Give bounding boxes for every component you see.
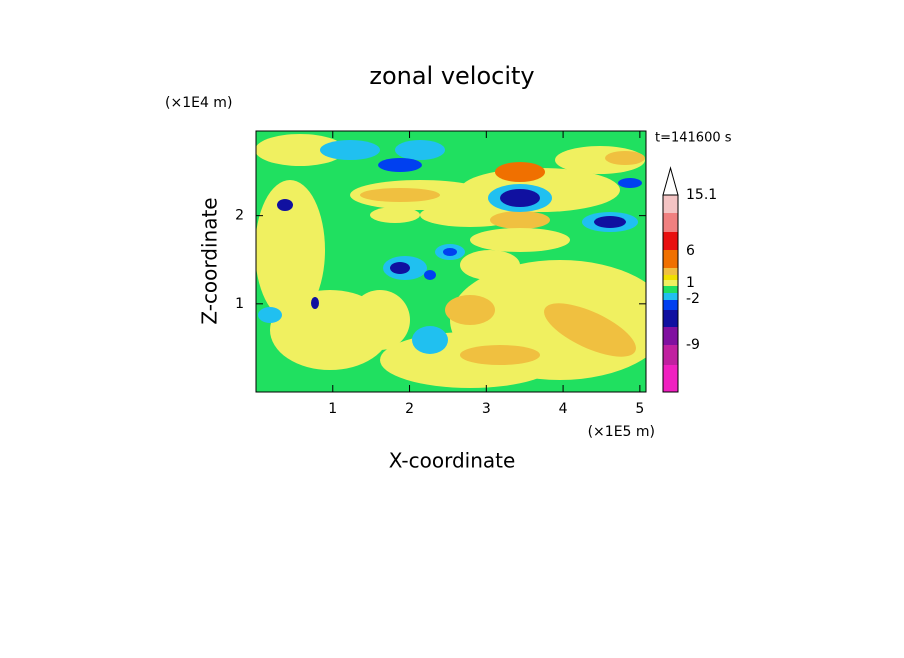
colorbar-frame [662,194,679,393]
colorbar-band [663,195,678,213]
colorbar-band [663,286,678,293]
x-tick-label: 2 [405,401,414,417]
x-tick-label: 3 [482,401,491,417]
colorbar-band [663,345,678,365]
colorbar-band [663,365,678,392]
colorbar-band [663,310,678,327]
y-unit: (×1E4 m) [165,95,232,111]
colorbar-band [663,300,678,310]
colorbar-tick-label: 6 [686,243,695,259]
x-axis-label: X-coordinate [389,449,516,473]
plot-frame [255,130,647,393]
colorbar-band [663,280,678,286]
colorbar-tick-label: -9 [686,337,700,353]
colorbar-band [663,232,678,250]
colorbar-band [663,213,678,232]
chart-title: zonal velocity [369,62,534,90]
colorbar-tick-label: 15.1 [686,187,717,203]
colorbar-band [663,293,678,300]
colorbar-band [663,275,678,280]
x-tick-label: 4 [559,401,568,417]
y-tick-label: 2 [235,208,244,224]
colorbar-band [663,327,678,345]
y-axis-label: Z-coordinate [198,197,222,324]
colorbar-tick-label: 1 [686,275,695,291]
colorbar-band [663,250,678,268]
y-tick-label: 1 [235,296,244,312]
x-unit: (×1E5 m) [588,424,655,440]
contour-field [256,131,646,392]
colorbar-band [663,268,678,275]
time-label: t=141600 s [655,131,732,146]
colorbar-tick-label: -2 [686,291,700,307]
x-tick-label: 5 [635,401,644,417]
x-tick-label: 1 [328,401,337,417]
colorbar-arrow [662,166,679,196]
